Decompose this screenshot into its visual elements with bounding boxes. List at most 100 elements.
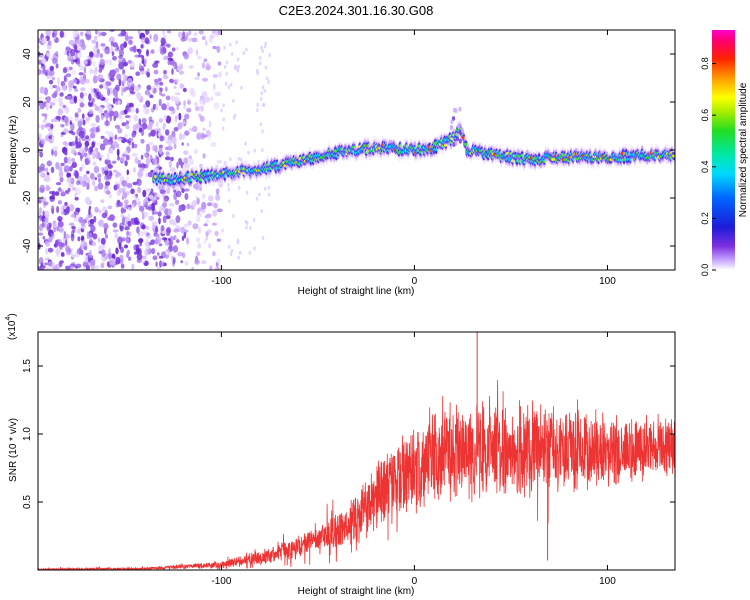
noise-speck: [40, 163, 45, 169]
noise-speck: [77, 60, 81, 67]
noise-speck: [138, 127, 143, 133]
noise-speck: [233, 66, 237, 70]
noise-speck: [108, 131, 114, 138]
noise-speck: [207, 229, 212, 234]
noise-speck: [205, 219, 210, 224]
noise-speck: [72, 59, 79, 63]
noise-speck: [70, 214, 76, 218]
noise-speck: [61, 242, 65, 248]
noise-speck: [229, 42, 232, 47]
noise-speck: [252, 218, 256, 222]
noise-speck: [170, 156, 174, 162]
noise-speck: [105, 130, 109, 135]
noise-speck: [171, 47, 176, 52]
noise-speck: [59, 30, 64, 38]
noise-speck: [80, 31, 84, 36]
noise-speck: [128, 137, 134, 142]
noise-speck: [112, 222, 118, 228]
noise-speck: [103, 222, 109, 230]
noise-speck: [120, 246, 124, 253]
noise-speck: [228, 199, 231, 204]
noise-speck: [63, 231, 67, 239]
noise-speck: [79, 92, 84, 99]
ridge-spike: [458, 138, 462, 144]
noise-speck: [121, 58, 126, 65]
noise-speck: [100, 31, 107, 37]
noise-speck: [259, 122, 263, 127]
noise-speck: [256, 102, 259, 107]
noise-speck: [162, 34, 167, 39]
noise-speck: [82, 174, 88, 182]
noise-speck: [255, 196, 259, 201]
noise-speck: [67, 156, 72, 165]
noise-speck: [41, 113, 48, 117]
noise-speck: [216, 258, 221, 264]
noise-speck: [177, 251, 184, 257]
noise-speck: [49, 69, 55, 77]
noise-speck: [176, 105, 180, 111]
noise-speck: [120, 81, 127, 84]
noise-speck: [260, 45, 263, 50]
noise-speck: [56, 250, 59, 258]
noise-speck: [103, 59, 110, 64]
noise-speck: [172, 256, 176, 264]
noise-speck: [38, 166, 42, 174]
noise-speck: [65, 190, 70, 195]
noise-speck: [132, 124, 138, 132]
noise-speck: [123, 109, 128, 115]
noise-speck: [120, 85, 127, 93]
noise-speck: [153, 33, 159, 42]
noise-speck: [112, 42, 118, 48]
noise-speck: [90, 123, 97, 127]
noise-speck: [216, 208, 223, 213]
noise-speck: [207, 195, 214, 202]
noise-speck: [134, 85, 140, 92]
ridge-spike: [460, 128, 465, 134]
noise-speck: [158, 255, 164, 259]
noise-speck: [182, 31, 186, 40]
noise-speck: [165, 95, 171, 101]
noise-speck: [98, 106, 104, 114]
noise-speck: [117, 236, 123, 245]
noise-speck: [150, 239, 155, 245]
noise-speck: [120, 30, 127, 37]
x-tick-label: 0: [412, 576, 418, 587]
noise-speck: [42, 236, 46, 240]
noise-speck: [116, 183, 120, 190]
noise-speck: [38, 96, 42, 100]
noise-speck: [57, 108, 64, 116]
noise-speck: [85, 135, 90, 140]
noise-speck: [123, 41, 127, 48]
noise-speck: [49, 105, 53, 109]
noise-speck: [104, 49, 111, 55]
ridge-spike: [454, 108, 458, 113]
noise-speck: [57, 166, 63, 171]
noise-speck: [82, 113, 85, 120]
noise-speck: [179, 134, 185, 140]
noise-speck: [41, 266, 45, 270]
noise-speck: [183, 100, 187, 107]
noise-speck: [46, 71, 51, 76]
noise-speck: [39, 184, 45, 193]
noise-speck: [183, 229, 189, 233]
noise-speck: [60, 252, 65, 257]
noise-speck: [177, 122, 183, 129]
noise-speck: [132, 181, 138, 186]
noise-speck: [215, 194, 221, 201]
noise-speck: [125, 190, 131, 196]
noise-speck: [152, 255, 158, 261]
noise-speck: [173, 96, 180, 104]
noise-speck: [163, 197, 168, 204]
noise-speck: [249, 226, 252, 231]
noise-speck: [258, 61, 262, 66]
noise-speck: [115, 247, 119, 255]
noise-speck: [110, 147, 114, 154]
noise-speck: [145, 30, 150, 35]
noise-speck: [118, 78, 122, 87]
noise-speck: [41, 36, 48, 45]
noise-speck: [171, 60, 175, 66]
noise-speck: [212, 251, 216, 257]
noise-speck: [203, 238, 207, 245]
noise-speck: [110, 41, 114, 47]
noise-speck: [85, 265, 90, 270]
